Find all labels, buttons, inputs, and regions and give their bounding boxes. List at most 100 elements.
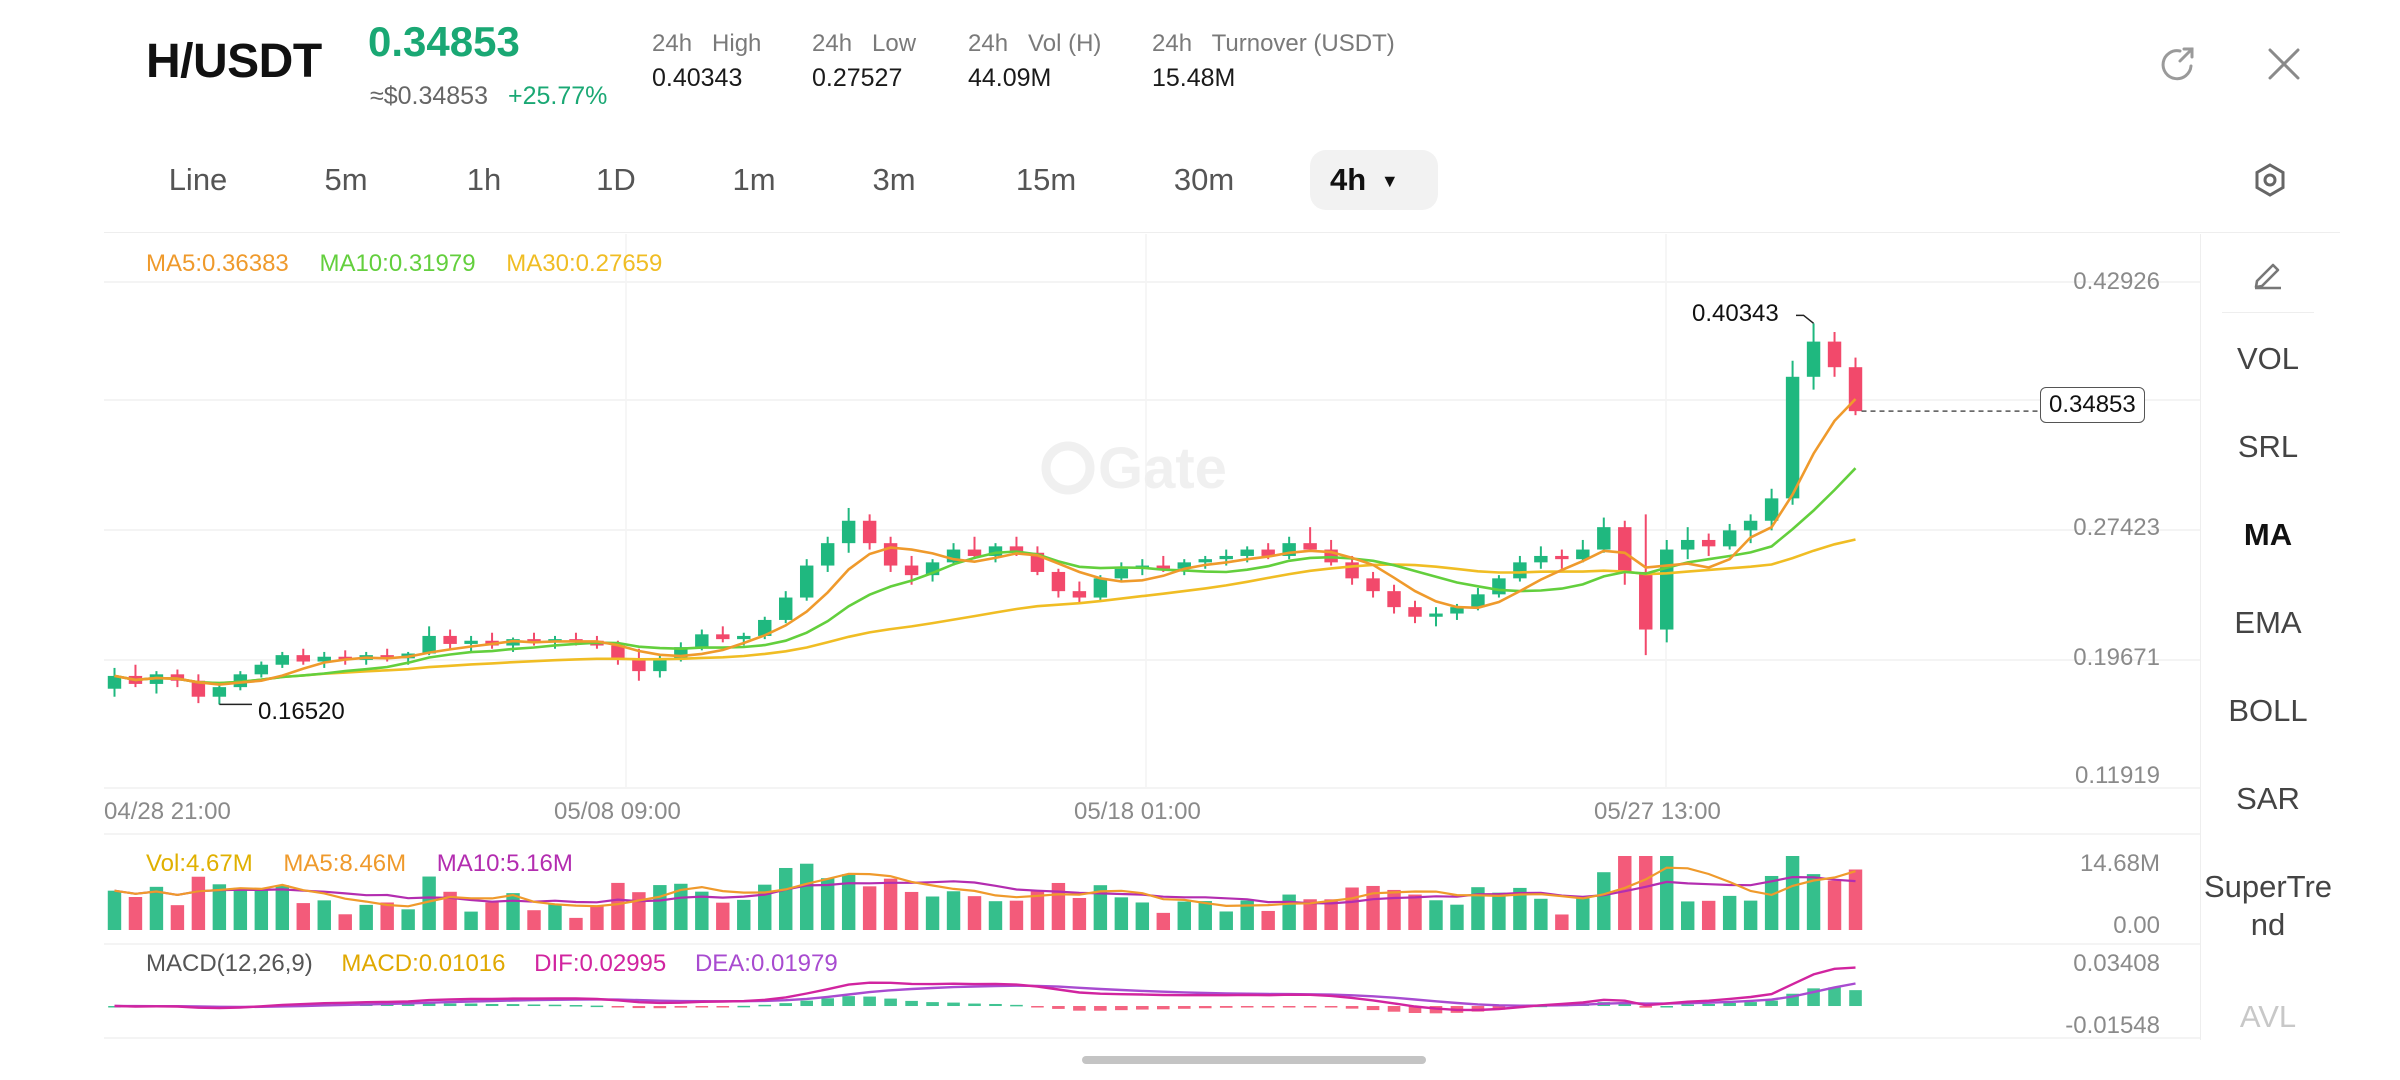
tab-1m[interactable]: 1m — [732, 162, 776, 197]
candle-body — [1408, 607, 1422, 617]
candlestick-chart[interactable]: Gate — [0, 0, 2200, 1060]
candle-body — [296, 655, 310, 662]
tab-line[interactable]: Line — [168, 162, 228, 197]
indicator-boll[interactable]: BOLL — [2228, 693, 2308, 728]
volume-bar — [1471, 887, 1485, 930]
legend-ma30: MA30:0.27659 — [506, 250, 663, 277]
macd-histogram-bar — [506, 1004, 520, 1007]
tab-3m[interactable]: 3m — [872, 162, 916, 197]
stat-24h-turnover: 24h Turnover (USDT) 15.48M — [1152, 30, 1395, 93]
indicator-srl[interactable]: SRL — [2237, 429, 2299, 464]
candle-body — [191, 680, 206, 697]
volume-bar — [1366, 885, 1380, 930]
macd-histogram-bar — [926, 1002, 939, 1007]
legend-ma5: MA5:0.36383 — [146, 250, 289, 277]
macd-histogram-bar — [1198, 1006, 1212, 1009]
watermark-logo — [1041, 441, 1095, 495]
macd-histogram-bar — [737, 1005, 751, 1008]
candle-body — [107, 675, 122, 689]
high-marker: 0.40343 — [1692, 300, 1779, 327]
hexagon-settings-icon[interactable] — [2240, 150, 2300, 210]
volume-bar — [695, 891, 709, 930]
volume-bar — [1303, 899, 1317, 930]
tab-15m[interactable]: 15m — [1015, 162, 1077, 197]
macd-histogram-bar — [485, 1003, 499, 1007]
volume-bar — [254, 890, 269, 930]
volume-ma5-line — [114, 866, 1856, 908]
volume-bar — [904, 891, 919, 930]
macd-histogram-bar — [1744, 1002, 1757, 1007]
candle-body — [1764, 498, 1779, 521]
share-icon[interactable] — [2148, 34, 2208, 94]
trading-pair-title: H/USDT — [146, 35, 322, 88]
volume-bar — [569, 917, 583, 930]
macd-histogram-bar — [1345, 1006, 1359, 1009]
close-icon[interactable] — [2254, 34, 2314, 94]
volume-bar — [1345, 887, 1359, 930]
x-tick: 05/27 13:00 — [1594, 798, 1721, 825]
indicator-ma[interactable]: MA — [2243, 517, 2293, 552]
macd-histogram-bar — [863, 996, 876, 1007]
pencil-icon[interactable] — [2238, 244, 2298, 304]
candle-body — [1387, 591, 1401, 608]
ma5-line — [114, 398, 1857, 686]
stat-label: 24h High — [652, 30, 762, 57]
macd-histogram-bar — [1010, 1004, 1023, 1007]
vol-y-tick-min: 0.00 — [2113, 912, 2160, 939]
volume-bar — [1555, 914, 1569, 930]
candle-body — [611, 645, 625, 659]
macd-histogram-bar — [1157, 1006, 1170, 1010]
indicator-vol[interactable]: VOL — [2236, 341, 2300, 376]
x-tick: 05/08 09:00 — [554, 798, 681, 825]
macd-histogram-bar — [1639, 1006, 1653, 1008]
volume-bar — [338, 914, 352, 930]
candle-body — [1261, 549, 1275, 556]
volume-bar — [925, 896, 940, 930]
macd-histogram-bar — [1849, 990, 1862, 1007]
macd-y-tick-max: 0.03408 — [2073, 950, 2160, 977]
macd-histogram-bar — [1408, 1006, 1422, 1013]
home-indicator[interactable] — [1082, 1056, 1426, 1064]
volume-bar — [1785, 856, 1800, 930]
tab-1d[interactable]: 1D — [596, 162, 636, 197]
tab-1h[interactable]: 1h — [466, 162, 502, 197]
candle-body — [527, 639, 541, 643]
macd-histogram-bar — [1031, 1006, 1044, 1008]
macd-histogram-bar — [527, 1004, 541, 1007]
tab-4h-dropdown[interactable]: 4h ▼ — [1310, 150, 1438, 210]
candle-body — [1827, 341, 1842, 368]
volume-bar — [296, 903, 310, 930]
macd-histogram-bar — [779, 1003, 793, 1007]
candle-body — [254, 664, 269, 675]
volume-bar — [1219, 911, 1233, 930]
candle-body — [988, 546, 1003, 556]
stat-label: 24h Turnover (USDT) — [1152, 30, 1395, 57]
candle-body — [820, 543, 835, 566]
candle-body — [841, 520, 856, 544]
volume-bar — [1093, 885, 1108, 930]
volume-bar — [1429, 900, 1443, 930]
indicator-sar[interactable]: SAR — [2236, 781, 2300, 816]
stat-24h-high: 24h High 0.40343 — [652, 30, 761, 93]
indicator-supertrend[interactable]: SuperTrend — [2203, 869, 2333, 942]
macd-histogram-bar — [1366, 1006, 1380, 1011]
candle-body — [1618, 527, 1632, 572]
indicator-ema[interactable]: EMA — [2234, 605, 2302, 640]
indicator-avl[interactable]: AVL — [2239, 999, 2297, 1034]
candle-body — [1534, 555, 1548, 563]
legend-vol-ma10: MA10:5.16M — [436, 850, 573, 877]
tab-5m[interactable]: 5m — [324, 162, 368, 197]
volume-bar — [1009, 900, 1024, 930]
volume-bar — [716, 902, 730, 930]
legend-ma10: MA10:0.31979 — [319, 250, 476, 277]
volume-bar — [1848, 869, 1863, 930]
volume-bar — [1282, 894, 1296, 930]
macd-histogram-bar — [1261, 1006, 1275, 1008]
macd-histogram-bar — [464, 1003, 478, 1007]
y-tick: 0.27423 — [2073, 514, 2160, 541]
legend-vol-ma5: MA5:8.46M — [283, 850, 407, 877]
tab-30m[interactable]: 30m — [1173, 162, 1235, 197]
volume-bar — [1240, 900, 1254, 930]
dif-line — [114, 966, 1856, 1012]
volume-ma10-line — [114, 875, 1856, 905]
